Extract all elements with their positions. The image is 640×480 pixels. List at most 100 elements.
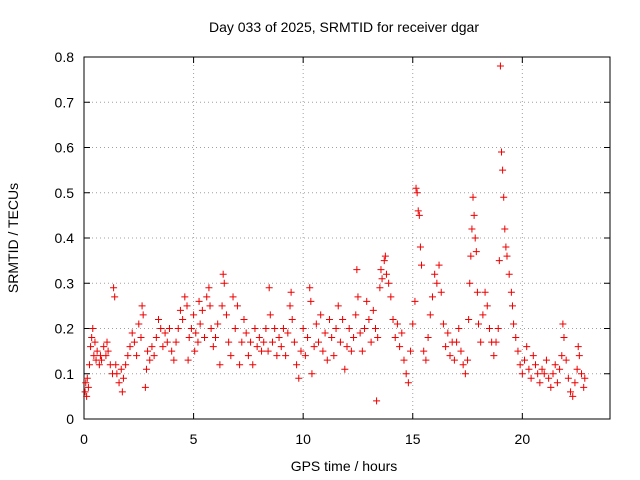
data-point	[222, 311, 230, 319]
y-tick-label: 0.2	[55, 321, 75, 337]
data-point	[242, 329, 250, 337]
data-point	[306, 284, 314, 292]
data-point	[356, 329, 364, 337]
data-point	[558, 352, 566, 360]
data-point	[347, 347, 355, 355]
data-point	[135, 320, 143, 328]
data-point	[225, 338, 233, 346]
plot-frame	[83, 56, 611, 420]
data-point	[508, 302, 516, 310]
data-point	[187, 325, 195, 332]
data-point	[446, 352, 454, 360]
data-point	[475, 320, 482, 328]
data-point	[334, 302, 342, 310]
data-point	[198, 306, 206, 314]
data-point	[133, 352, 141, 360]
data-point	[431, 270, 439, 278]
y-tick-label: 0.6	[55, 140, 75, 156]
data-point	[426, 311, 434, 319]
data-point	[492, 338, 500, 346]
data-point	[87, 343, 95, 351]
data-point	[249, 361, 257, 369]
data-point	[518, 370, 526, 378]
data-point	[354, 293, 362, 301]
data-point	[308, 370, 316, 378]
data-point	[381, 252, 389, 260]
data-point	[317, 311, 325, 319]
data-point	[332, 325, 340, 332]
data-point	[369, 306, 377, 314]
data-point	[345, 325, 353, 332]
y-tick-label: 0.1	[55, 366, 75, 382]
data-point	[130, 338, 138, 346]
data-point	[437, 288, 445, 296]
data-point	[549, 370, 557, 378]
data-point	[174, 325, 182, 332]
data-point	[521, 356, 529, 364]
data-point	[229, 293, 237, 301]
data-point	[567, 388, 575, 396]
data-point	[195, 297, 203, 305]
data-point	[277, 343, 285, 351]
data-point	[413, 189, 421, 197]
data-point	[496, 62, 504, 70]
data-point	[152, 334, 160, 342]
data-point	[547, 383, 555, 391]
data-point	[361, 325, 369, 332]
data-point	[404, 379, 412, 387]
data-point	[578, 370, 586, 378]
data-point	[191, 347, 199, 355]
data-point	[205, 284, 213, 292]
data-point	[115, 379, 123, 387]
data-point	[282, 352, 290, 360]
data-point	[542, 356, 550, 364]
data-point	[304, 334, 312, 342]
x-tick-label: 5	[190, 431, 198, 447]
data-point	[442, 343, 450, 351]
data-point	[569, 392, 577, 400]
data-point	[510, 320, 518, 328]
data-point	[255, 334, 263, 342]
data-point	[83, 392, 91, 400]
data-point	[103, 338, 111, 346]
data-point	[203, 293, 211, 301]
y-tick-label: 0	[66, 411, 74, 427]
data-point	[481, 288, 489, 296]
data-point	[553, 379, 561, 387]
data-point	[459, 361, 467, 369]
data-point	[323, 356, 331, 364]
data-point	[389, 315, 397, 323]
data-point	[581, 374, 589, 382]
data-point	[453, 338, 461, 346]
data-point	[371, 325, 379, 332]
data-point	[409, 320, 417, 328]
data-point	[464, 356, 472, 364]
data-point	[124, 352, 132, 360]
data-point	[91, 338, 99, 346]
data-point	[407, 347, 415, 355]
data-point	[192, 329, 200, 337]
data-point	[469, 193, 477, 201]
data-point	[122, 361, 130, 369]
data-point	[284, 329, 292, 337]
x-axis-label: GPS time / hours	[291, 458, 398, 474]
data-point	[373, 397, 381, 405]
data-point	[433, 279, 441, 287]
data-point	[165, 325, 173, 332]
data-point	[562, 356, 570, 364]
data-point	[477, 338, 485, 346]
data-point	[95, 361, 103, 369]
data-point	[416, 243, 424, 251]
data-point	[468, 225, 476, 233]
data-point	[138, 302, 146, 310]
data-point	[155, 315, 163, 323]
data-point	[90, 352, 98, 360]
y-tick-label: 0.8	[55, 49, 75, 65]
data-point	[391, 334, 399, 342]
data-point	[98, 356, 106, 364]
data-point	[315, 338, 323, 346]
data-point	[312, 320, 320, 328]
data-point	[93, 347, 101, 355]
data-point	[353, 266, 361, 274]
